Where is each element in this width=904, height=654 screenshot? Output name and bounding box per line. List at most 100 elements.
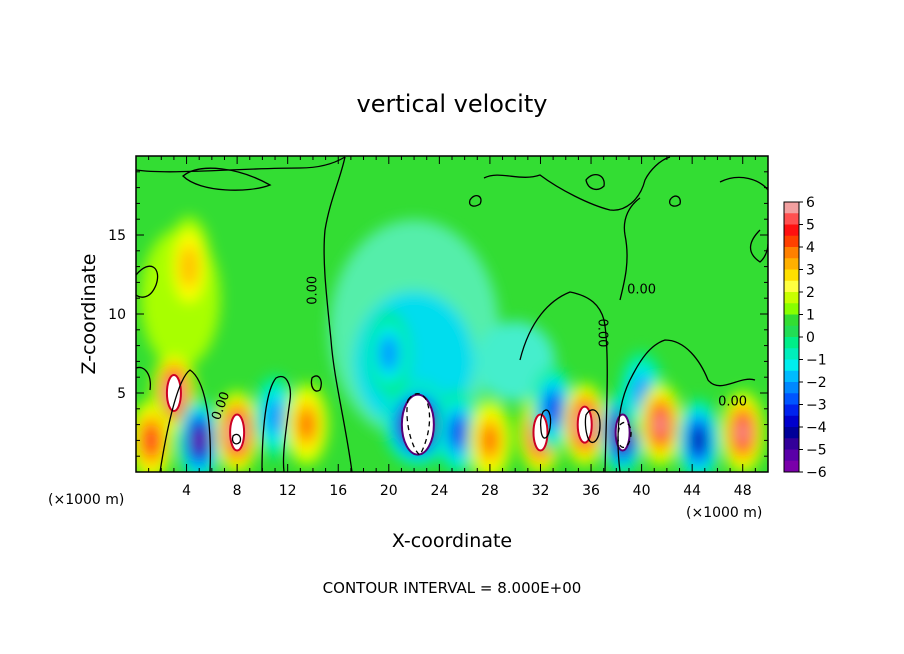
colorbar-swatch bbox=[784, 393, 799, 405]
y-axis-label: Z-coordinate bbox=[78, 254, 100, 375]
contour-line bbox=[617, 339, 756, 472]
downdraft-shading bbox=[265, 398, 285, 435]
contour-line bbox=[749, 229, 768, 263]
contour-line bbox=[617, 421, 632, 448]
contour-line bbox=[261, 375, 292, 472]
y-tick-labels: 5 10 15 bbox=[108, 228, 126, 402]
colorbar-swatch bbox=[784, 235, 799, 248]
contour-label: 0.00 bbox=[718, 395, 747, 410]
x-tick-label: 48 bbox=[734, 483, 752, 499]
x-tick-label: 4 bbox=[182, 483, 191, 499]
updraft-shading bbox=[482, 426, 498, 455]
updraft-shading bbox=[737, 422, 748, 443]
contour-line bbox=[468, 195, 482, 207]
x-unit-label-left: (×1000 m) bbox=[48, 492, 124, 508]
x-tick-label: 12 bbox=[279, 483, 297, 499]
colorbar-tick-label: −6 bbox=[806, 465, 827, 481]
colorbar-tick-label: −4 bbox=[806, 420, 827, 436]
contour-line bbox=[585, 173, 605, 191]
downdraft-shading bbox=[194, 430, 205, 451]
contour-line bbox=[323, 156, 353, 472]
contour-label: 0.00 bbox=[306, 276, 321, 305]
colorbar-swatch bbox=[784, 427, 799, 439]
contour-line bbox=[519, 291, 608, 472]
x-tick-label: 16 bbox=[329, 483, 347, 499]
updraft-shading bbox=[299, 410, 314, 439]
x-tick-label: 24 bbox=[430, 483, 448, 499]
colorbar-swatch bbox=[784, 202, 799, 214]
downdraft-shading bbox=[545, 394, 561, 423]
contour-line bbox=[406, 393, 431, 456]
x-unit-label-right: (×1000 m) bbox=[686, 505, 762, 521]
x-tick-label: 36 bbox=[582, 483, 600, 499]
colorbar-tick-label: −2 bbox=[806, 375, 827, 391]
contour-label: 0.00 bbox=[595, 318, 610, 347]
colorbar-swatch bbox=[784, 460, 799, 473]
x-axis-label: X-coordinate bbox=[392, 530, 512, 552]
colorbar-swatch bbox=[784, 370, 799, 383]
updraft-shading bbox=[145, 428, 158, 452]
contour-line bbox=[136, 366, 151, 391]
colorbar-tick-label: −1 bbox=[806, 353, 827, 369]
colorbar-tick-label: 6 bbox=[806, 195, 815, 211]
colorbar-swatch bbox=[784, 382, 799, 394]
contour-line bbox=[182, 167, 272, 191]
field-region bbox=[475, 321, 556, 402]
x-tick-label: 8 bbox=[233, 483, 242, 499]
colorbar-swatch bbox=[784, 258, 799, 270]
extreme-core bbox=[165, 374, 182, 412]
contour-label: 0.00 bbox=[627, 282, 656, 297]
colorbar-swatch bbox=[784, 449, 799, 462]
zero-contours bbox=[136, 156, 768, 472]
downdraft-shading bbox=[379, 335, 399, 372]
colorbar-tick-label: 0 bbox=[806, 330, 815, 346]
x-tick-label: 44 bbox=[683, 483, 701, 499]
contour-line bbox=[483, 156, 671, 211]
updraft-shading bbox=[179, 245, 199, 288]
velocity-field bbox=[136, 216, 765, 472]
colorbar-swatch bbox=[784, 314, 799, 327]
downdraft-shading bbox=[451, 418, 466, 447]
colorbar-tick-label: 3 bbox=[806, 263, 815, 279]
colorbar-swatch bbox=[784, 325, 799, 338]
colorbar-tick-label: 4 bbox=[806, 240, 815, 256]
colorbar-swatch bbox=[784, 359, 799, 372]
colorbar-swatch bbox=[784, 292, 799, 304]
x-tick-label: 28 bbox=[481, 483, 499, 499]
contour-line bbox=[669, 195, 681, 207]
colorbar-swatch bbox=[784, 415, 799, 428]
extreme-core bbox=[532, 413, 549, 452]
colorbar-tick-label: 5 bbox=[806, 218, 815, 234]
contour-interval-note: CONTOUR INTERVAL = 8.000E+00 bbox=[323, 579, 582, 597]
colorbar-swatch bbox=[784, 247, 799, 259]
colorbar-swatch bbox=[784, 280, 799, 293]
colorbar-swatch bbox=[784, 348, 799, 360]
x-tick-label: 40 bbox=[633, 483, 651, 499]
plot-area: 0.000.000.000.000.00 bbox=[135, 155, 769, 473]
contour-line bbox=[136, 156, 346, 173]
contour-line bbox=[136, 265, 159, 298]
chart-title: vertical velocity bbox=[357, 90, 548, 118]
x-tick-label: 20 bbox=[380, 483, 398, 499]
contour-line bbox=[584, 409, 601, 443]
colorbar-swatch bbox=[784, 303, 799, 315]
axis-ticks bbox=[136, 156, 768, 472]
colorbar-tick-label: −3 bbox=[806, 398, 827, 414]
colorbar-swatch bbox=[784, 337, 799, 349]
colorbar-swatch bbox=[784, 269, 799, 282]
colorbar-tick-label: 2 bbox=[806, 285, 815, 301]
downdraft-shading bbox=[692, 428, 705, 452]
colorbar-tick-label: 1 bbox=[806, 308, 815, 324]
y-tick-label: 15 bbox=[108, 228, 126, 244]
contour-line bbox=[619, 197, 641, 301]
y-tick-label: 5 bbox=[117, 386, 126, 402]
contour-line bbox=[159, 369, 211, 472]
colorbar-swatch bbox=[784, 404, 799, 417]
contour-line bbox=[539, 409, 552, 439]
contour-line bbox=[310, 375, 322, 392]
colorbar-swatch bbox=[784, 438, 799, 450]
x-tick-label: 32 bbox=[532, 483, 550, 499]
colorbar: 6 5 4 3 2 1 0 −1 −2 −3 −4 −5 −6 bbox=[783, 195, 827, 481]
extreme-core bbox=[229, 413, 246, 452]
updraft-shading bbox=[655, 414, 666, 435]
